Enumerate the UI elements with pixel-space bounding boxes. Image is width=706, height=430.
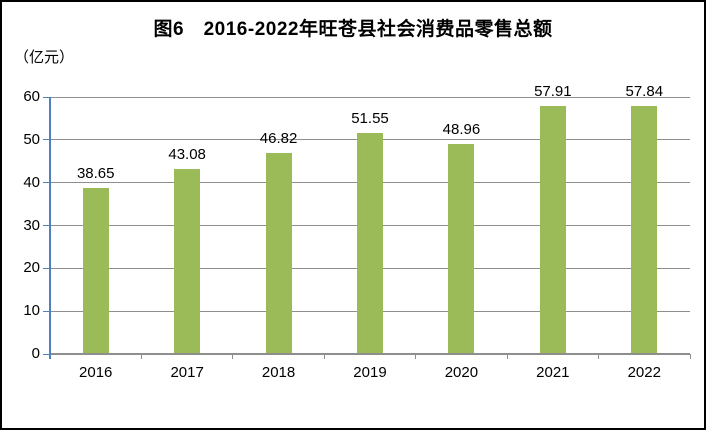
bar <box>174 169 201 354</box>
x-tick-label: 2021 <box>536 364 570 381</box>
x-tick-label: 2020 <box>444 364 479 381</box>
x-axis-tick <box>689 354 691 359</box>
y-axis-tick <box>43 96 50 98</box>
y-axis-line <box>49 97 51 359</box>
y-axis-tick <box>43 225 50 226</box>
y-tick-label: 0 <box>31 345 40 362</box>
y-tick-label: 20 <box>23 259 40 277</box>
bar <box>539 105 566 354</box>
bar-value-label: 46.82 <box>259 130 298 148</box>
x-axis-line <box>50 353 690 355</box>
y-tick-label: 30 <box>23 216 40 234</box>
chart-title: 图6 2016-2022年旺苍县社会消费品零售总额 <box>153 19 553 40</box>
bar <box>265 153 292 354</box>
y-axis-tick <box>43 310 50 312</box>
y-tick-label: 40 <box>23 173 40 191</box>
y-axis-tick <box>43 267 50 269</box>
gridline <box>50 96 690 98</box>
x-axis-tick <box>598 354 600 359</box>
x-axis-tick <box>232 354 234 359</box>
x-tick-label: 2019 <box>353 364 387 381</box>
y-axis-tick <box>43 353 50 355</box>
bar <box>448 144 475 354</box>
bar-value-label: 57.84 <box>625 83 664 101</box>
x-axis-tick <box>415 354 417 359</box>
y-axis-tick <box>43 139 50 141</box>
y-axis-unit-label: （亿元） <box>14 49 75 66</box>
y-tick-label: 50 <box>23 130 40 148</box>
bar <box>631 106 658 354</box>
plot-area: 0 10 20 30 40 50 60 38.65 2016 43.08 2017 46.82 2018… <box>23 83 691 381</box>
x-axis-tick <box>323 354 325 359</box>
x-tick-label: 2016 <box>79 364 113 381</box>
x-tick-label: 2018 <box>261 364 296 381</box>
x-axis-tick <box>140 354 142 359</box>
bar <box>82 188 109 354</box>
x-axis-tick <box>506 354 508 359</box>
x-tick-label: 2022 <box>627 364 661 381</box>
bar <box>357 133 383 354</box>
y-tick-label: 10 <box>23 302 40 320</box>
bar-value-label: 38.65 <box>76 165 115 183</box>
x-tick-label: 2017 <box>170 364 204 381</box>
bar-value-label: 43.08 <box>168 146 206 164</box>
bar-value-label: 48.96 <box>442 121 481 139</box>
bar-value-label: 57.91 <box>534 82 572 100</box>
bar-value-label: 51.55 <box>351 110 389 128</box>
y-axis-tick <box>43 182 50 184</box>
y-tick-label: 60 <box>23 88 40 105</box>
